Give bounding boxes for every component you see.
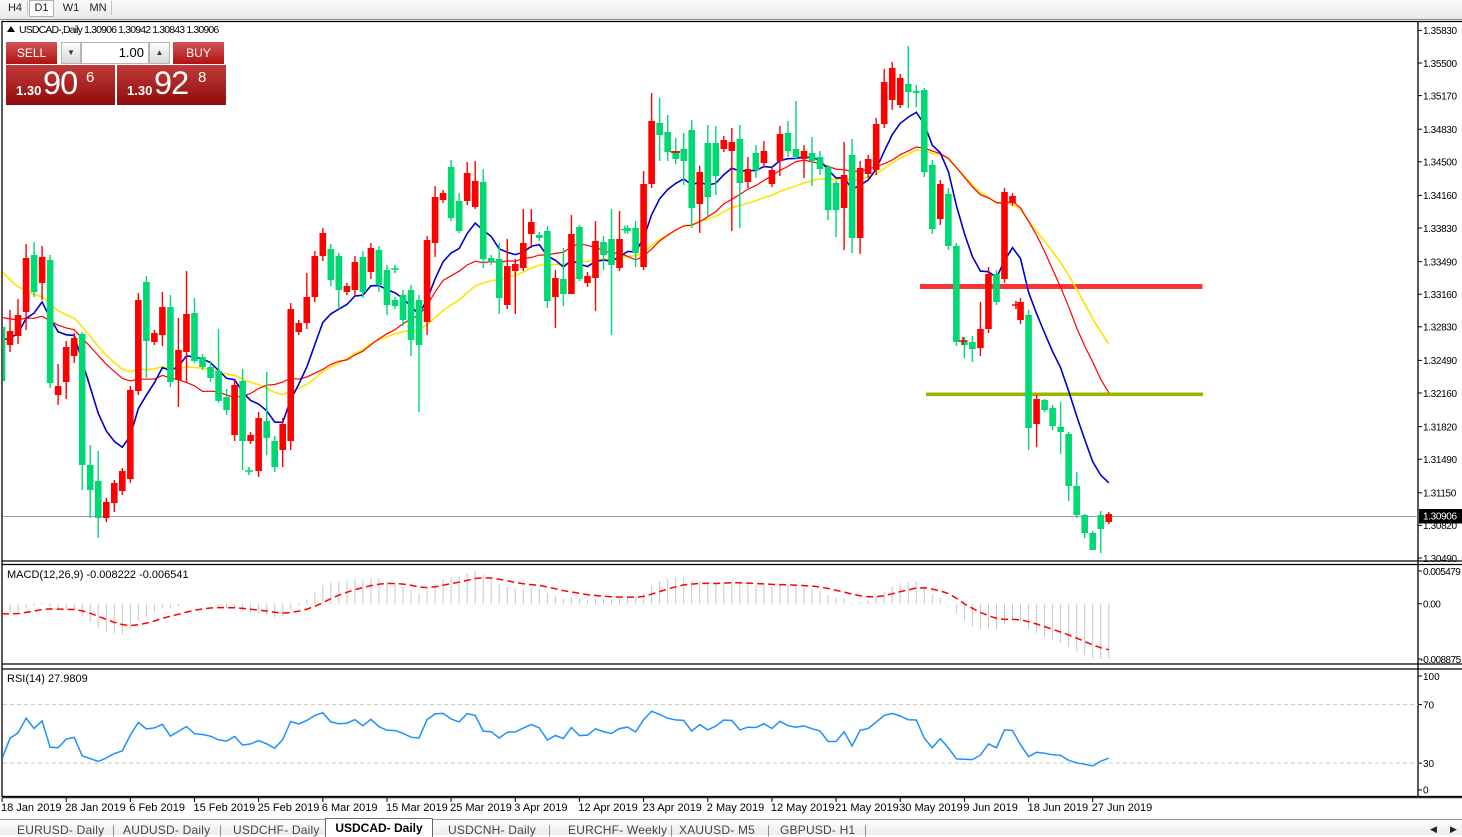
svg-text:1.32830: 1.32830 <box>1423 323 1457 334</box>
svg-text:70: 70 <box>1423 700 1435 711</box>
svg-text:USDCAD-,Daily 1.30906 1.30942: USDCAD-,Daily 1.30906 1.30942 1.30843 1.… <box>19 24 219 36</box>
svg-text:1.35830: 1.35830 <box>1423 26 1457 37</box>
svg-text:12 Apr 2019: 12 Apr 2019 <box>578 802 637 814</box>
svg-text:1.35170: 1.35170 <box>1423 91 1457 102</box>
svg-text:1.31820: 1.31820 <box>1423 422 1457 433</box>
svg-text:0: 0 <box>1423 786 1429 797</box>
svg-text:18 Jun 2019: 18 Jun 2019 <box>1028 802 1089 814</box>
svg-text:0.005479: 0.005479 <box>1423 567 1461 578</box>
svg-text:30: 30 <box>1423 759 1435 770</box>
svg-text:9 Jun 2019: 9 Jun 2019 <box>963 802 1017 814</box>
svg-text:3 Apr 2019: 3 Apr 2019 <box>514 802 567 814</box>
svg-text:1.33160: 1.33160 <box>1423 290 1457 301</box>
svg-text:28 Jan 2019: 28 Jan 2019 <box>65 802 126 814</box>
svg-text:18 Jan 2019: 18 Jan 2019 <box>1 802 62 814</box>
svg-text:1.34160: 1.34160 <box>1423 191 1457 202</box>
svg-text:0.00: 0.00 <box>1423 600 1441 611</box>
svg-text:2 May 2019: 2 May 2019 <box>707 802 764 814</box>
svg-text:1.34500: 1.34500 <box>1423 158 1457 169</box>
svg-text:1.32160: 1.32160 <box>1423 389 1457 400</box>
svg-text:25 Mar 2019: 25 Mar 2019 <box>450 802 512 814</box>
svg-text:12 May 2019: 12 May 2019 <box>771 802 835 814</box>
svg-text:1.33490: 1.33490 <box>1423 257 1457 268</box>
svg-text:1.30490: 1.30490 <box>1423 554 1457 565</box>
svg-text:1.35500: 1.35500 <box>1423 59 1457 70</box>
svg-text:21 May 2019: 21 May 2019 <box>835 802 899 814</box>
svg-text:25 Feb 2019: 25 Feb 2019 <box>258 802 320 814</box>
svg-text:15 Mar 2019: 15 Mar 2019 <box>386 802 448 814</box>
svg-text:27 Jun 2019: 27 Jun 2019 <box>1092 802 1153 814</box>
svg-text:1.31150: 1.31150 <box>1423 489 1457 500</box>
svg-text:1.32490: 1.32490 <box>1423 356 1457 367</box>
svg-text:100: 100 <box>1423 672 1440 683</box>
svg-text:1.34830: 1.34830 <box>1423 125 1457 136</box>
svg-text:-0.008875: -0.008875 <box>1421 655 1462 666</box>
svg-text:30 May 2019: 30 May 2019 <box>899 802 963 814</box>
svg-text:RSI(14) 27.9809: RSI(14) 27.9809 <box>7 673 88 685</box>
svg-text:6 Mar 2019: 6 Mar 2019 <box>322 802 378 814</box>
svg-text:23 Apr 2019: 23 Apr 2019 <box>643 802 702 814</box>
svg-text:6 Feb 2019: 6 Feb 2019 <box>129 802 185 814</box>
svg-text:1.30906: 1.30906 <box>1423 512 1457 523</box>
svg-text:1.33830: 1.33830 <box>1423 224 1457 235</box>
svg-text:1.31490: 1.31490 <box>1423 455 1457 466</box>
svg-text:15 Feb 2019: 15 Feb 2019 <box>194 802 256 814</box>
svg-text:MACD(12,26,9) -0.008222 -0.006: MACD(12,26,9) -0.008222 -0.006541 <box>7 569 189 581</box>
svg-text:1.30820: 1.30820 <box>1423 521 1457 532</box>
